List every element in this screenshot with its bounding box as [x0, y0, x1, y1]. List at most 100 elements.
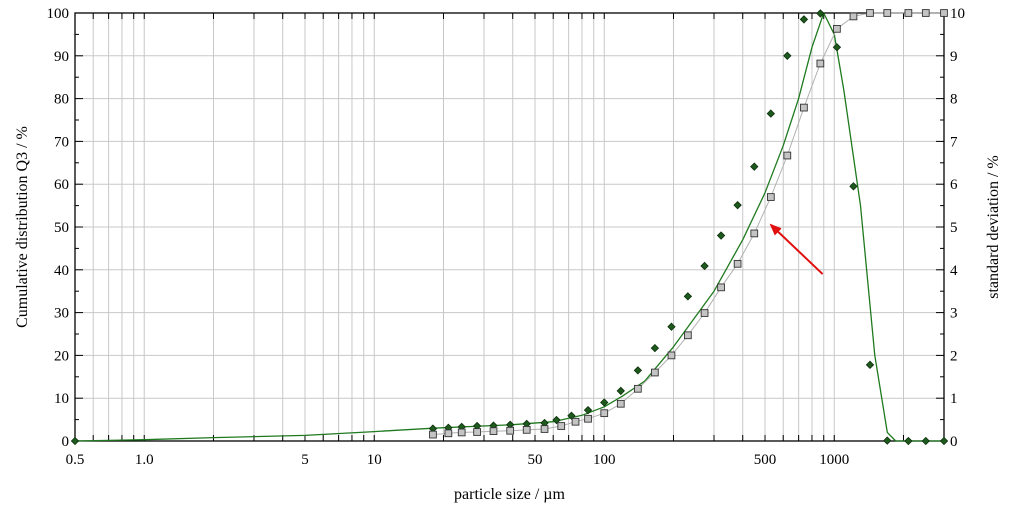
data-point-diamond — [700, 261, 709, 271]
x-tick-label: 500 — [754, 452, 777, 468]
data-point-square — [717, 283, 725, 292]
data-point-diamond — [552, 415, 561, 425]
data-point-square — [849, 12, 858, 21]
y-left-tick-label: 40 — [54, 263, 69, 279]
data-point-diamond — [733, 201, 742, 210]
data-point-diamond — [766, 109, 776, 118]
data-point-diamond — [799, 15, 809, 24]
x-axis-title: particle size / µm — [454, 486, 566, 503]
data-point-square — [866, 9, 874, 17]
data-point-square — [584, 414, 592, 423]
data-point-square — [940, 9, 948, 17]
data-point-diamond — [904, 436, 913, 446]
y-left-tick-label: 100 — [47, 6, 70, 22]
data-point-square — [921, 9, 930, 17]
annotation-layer — [769, 223, 824, 275]
y-right-tick-label: 9 — [950, 49, 958, 65]
data-point-square — [557, 422, 566, 430]
y-right-tick-label: 8 — [950, 92, 958, 108]
y-right-tick-label: 7 — [950, 134, 958, 150]
series-line-2 — [432, 12, 944, 436]
y-right-tick-label: 5 — [950, 220, 958, 236]
data-point-diamond — [667, 322, 676, 331]
series-layer — [70, 9, 949, 446]
data-point-square — [489, 427, 498, 436]
data-point-square — [522, 426, 531, 434]
data-point-diamond — [816, 9, 825, 18]
data-point-square — [750, 229, 759, 238]
data-point-square — [883, 9, 892, 17]
data-point-diamond — [832, 43, 842, 52]
y-axis-right-title: standard deviation / % — [985, 155, 1002, 299]
plot-frame — [74, 12, 945, 442]
y-right-tick-label: 2 — [950, 348, 958, 364]
data-point-square — [766, 193, 775, 201]
data-point-square — [616, 399, 625, 408]
data-point-diamond — [750, 162, 759, 171]
data-point-diamond — [70, 436, 80, 446]
data-point-diamond — [716, 231, 726, 240]
y-right-tick-label: 10 — [950, 6, 965, 22]
y-left-tick-label: 70 — [54, 134, 69, 150]
data-point-square — [457, 428, 466, 437]
y-left-tick-label: 30 — [54, 306, 69, 322]
data-point-square — [506, 426, 515, 435]
data-point-square — [571, 417, 580, 426]
x-tick-label: 5 — [301, 452, 309, 468]
y-left-tick-label: 60 — [54, 177, 69, 193]
data-point-diamond — [567, 411, 576, 420]
y-left-tick-label: 10 — [54, 391, 69, 407]
y-right-tick-label: 0 — [950, 434, 958, 450]
y-right-tick-label: 6 — [950, 177, 958, 193]
data-point-diamond — [616, 386, 625, 396]
data-point-square — [833, 24, 841, 33]
data-point-diamond — [865, 360, 875, 369]
data-point-diamond — [650, 343, 660, 353]
series-line-1 — [74, 12, 944, 442]
data-point-square — [700, 309, 709, 317]
data-point-square — [816, 59, 825, 68]
data-point-square — [783, 151, 792, 160]
y-axis-left-title: Cumulative distribution Q3 / % — [14, 126, 31, 328]
data-point-square — [684, 331, 692, 340]
data-point-square — [634, 384, 642, 393]
data-point-square — [473, 428, 481, 436]
data-point-diamond — [921, 436, 930, 446]
y-left-tick-label: 0 — [62, 434, 70, 450]
data-point-square — [733, 259, 742, 268]
x-tick-label: 1.0 — [135, 452, 154, 468]
plot-border — [74, 12, 945, 442]
data-point-diamond — [583, 406, 593, 415]
data-point-square — [540, 425, 549, 433]
y-right-tick-label: 1 — [950, 391, 958, 407]
x-tick-label: 100 — [593, 452, 616, 468]
data-point-diamond — [783, 51, 792, 60]
y-left-tick-label: 80 — [54, 92, 69, 108]
x-tick-label: 1000 — [819, 452, 849, 468]
grid-lines — [74, 12, 945, 442]
y-right-tick-label: 4 — [950, 263, 958, 279]
x-tick-label: 10 — [367, 452, 382, 468]
y-right-tick-label: 3 — [950, 306, 958, 322]
data-point-square — [429, 430, 437, 439]
data-point-diamond — [600, 398, 609, 407]
data-point-diamond — [849, 182, 858, 191]
data-point-square — [651, 368, 659, 377]
data-point-square — [667, 351, 676, 360]
data-point-square — [600, 409, 609, 418]
y-left-tick-label: 90 — [54, 49, 69, 65]
data-point-square — [444, 429, 453, 438]
data-point-diamond — [633, 366, 643, 375]
y-left-tick-label: 50 — [54, 220, 69, 236]
data-point-diamond — [939, 436, 949, 446]
data-point-diamond — [883, 436, 892, 445]
data-point-square — [904, 9, 913, 17]
data-point-square — [800, 103, 808, 112]
data-point-diamond — [683, 292, 693, 301]
y-left-tick-label: 20 — [54, 348, 69, 364]
annotation-arrow — [769, 223, 824, 275]
x-tick-label: 0.5 — [66, 452, 85, 468]
